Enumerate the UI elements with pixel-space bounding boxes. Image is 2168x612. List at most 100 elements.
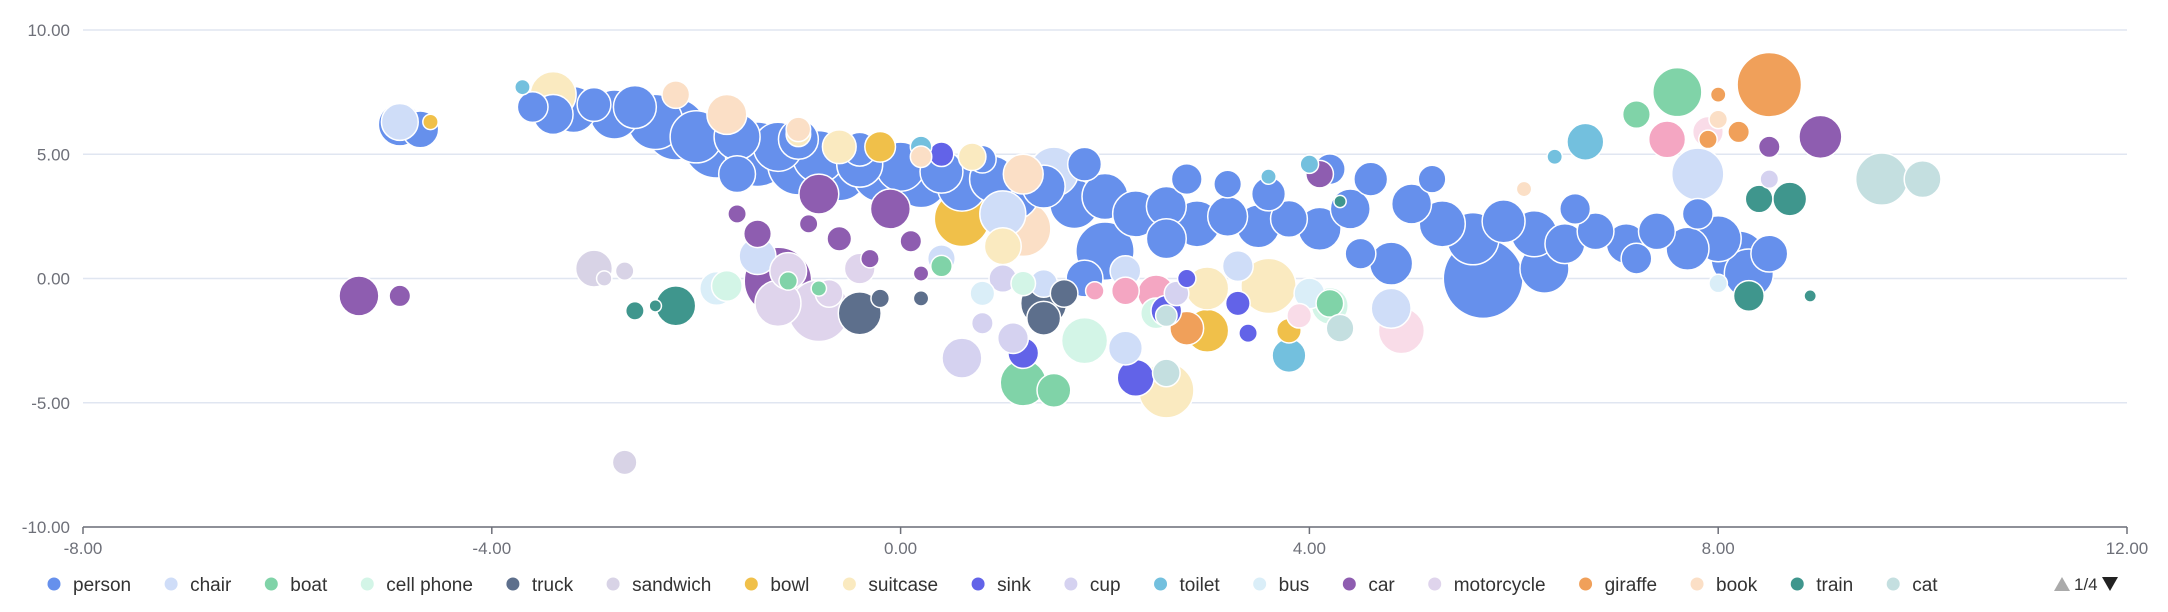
bus-bubble[interactable] [969,280,996,307]
book-bubble[interactable] [1708,109,1729,130]
sandwich-bubble[interactable] [595,270,613,287]
train-bubble[interactable] [1772,181,1808,217]
suitcase-bubble[interactable] [983,227,1022,266]
truck-bubble[interactable] [912,289,930,307]
car-bubble[interactable] [1757,135,1781,159]
legend-item-cat[interactable]: cat [1886,575,1939,596]
toilet-bubble[interactable] [514,78,531,96]
cat-bubble[interactable] [1154,304,1178,328]
bus-bubble[interactable] [1708,273,1729,294]
book-bubble[interactable] [909,145,933,169]
cup-bubble[interactable] [970,311,994,335]
toilet-bubble[interactable] [1546,148,1564,166]
car-bubble[interactable] [798,173,840,215]
cell-phone-bubble[interactable] [710,269,743,303]
car-bubble[interactable] [727,203,748,224]
toilet-bubble[interactable] [1299,154,1320,175]
car-bubble[interactable] [912,265,930,282]
person-bubble[interactable] [1665,226,1710,271]
legend-item-sink[interactable]: sink [971,575,1032,596]
cat-bubble[interactable] [1151,358,1181,388]
cell-phone-bubble[interactable] [1010,270,1037,297]
car-bubble[interactable] [869,188,912,230]
legend-item-person[interactable]: person [47,575,132,596]
train-bubble[interactable] [1333,194,1347,209]
legend-item-cell-phone[interactable]: cell phone [360,575,473,596]
cup-bubble[interactable] [941,337,983,379]
unlabeled-bubble[interactable] [1110,276,1140,306]
person-bubble[interactable] [1066,146,1103,182]
boat-bubble[interactable] [1621,99,1651,130]
person-bubble[interactable] [1681,197,1714,230]
chair-bubble[interactable] [1370,287,1412,329]
person-bubble[interactable] [1620,242,1653,275]
car-bubble[interactable] [338,275,380,317]
book-bubble[interactable] [706,93,748,136]
giraffe-bubble[interactable] [1698,129,1718,150]
car-bubble[interactable] [388,284,412,308]
legend-item-motorcycle[interactable]: motorcycle [1428,575,1546,596]
person-bubble[interactable] [1145,218,1187,260]
person-bubble[interactable] [1637,212,1677,251]
unlabeled-bubble[interactable] [1084,280,1105,301]
bowl-bubble[interactable] [864,130,897,163]
bowl-bubble[interactable] [422,113,439,131]
legend-item-truck[interactable]: truck [506,575,574,596]
car-bubble[interactable] [826,225,853,252]
sink-bubble[interactable] [1224,290,1251,317]
person-bubble[interactable] [1353,161,1389,197]
car-bubble[interactable] [859,248,880,269]
train-bubble[interactable] [648,298,663,313]
person-bubble[interactable] [1559,192,1592,225]
person-bubble[interactable] [1344,237,1377,270]
legend-item-car[interactable]: car [1342,575,1396,596]
boat-bubble[interactable] [1036,372,1072,408]
person-bubble[interactable] [1269,199,1309,239]
boat-bubble[interactable] [1315,288,1345,318]
chair-bubble[interactable] [1221,249,1254,283]
train-bubble[interactable] [1803,289,1818,303]
person-bubble[interactable] [1390,183,1433,225]
legend-item-book[interactable]: book [1690,575,1758,596]
toilet-bubble[interactable] [1260,168,1277,186]
sandwich-bubble[interactable] [614,261,635,281]
book-bubble[interactable] [1002,153,1044,195]
car-bubble[interactable] [1798,114,1843,160]
boat-bubble[interactable] [778,271,799,291]
truck-bubble[interactable] [1049,278,1079,308]
person-bubble[interactable] [516,90,549,124]
boat-bubble[interactable] [929,254,953,278]
suitcase-bubble[interactable] [821,129,857,165]
legend-item-toilet[interactable]: toilet [1154,575,1220,596]
person-bubble[interactable] [612,84,658,130]
giraffe-bubble[interactable] [1727,120,1751,144]
chair-bubble[interactable] [380,102,419,142]
legend-item-sandwich[interactable]: sandwich [606,575,712,596]
toilet-bubble[interactable] [1566,122,1605,161]
triangle-up-icon[interactable] [2054,577,2070,591]
person-bubble[interactable] [1213,169,1243,199]
sandwich-bubble[interactable] [611,449,638,476]
person-bubble[interactable] [1576,212,1615,251]
truck-bubble[interactable] [837,291,882,336]
book-bubble[interactable] [785,116,812,143]
cat-bubble[interactable] [1903,159,1942,199]
giraffe-bubble[interactable] [1736,51,1803,118]
legend-item-train[interactable]: train [1790,575,1853,596]
unlabeled-bubble[interactable] [1647,120,1687,159]
cat-bubble[interactable] [1854,152,1909,206]
legend-item-suitcase[interactable]: suitcase [842,575,938,596]
suitcase-bubble[interactable] [957,142,987,172]
book-bubble[interactable] [1515,180,1533,198]
cat-bubble[interactable] [1325,313,1355,343]
train-bubble[interactable] [1744,184,1774,214]
legend-item-bus[interactable]: bus [1253,575,1309,596]
person-bubble[interactable] [1417,164,1447,194]
book-bubble[interactable] [661,80,691,110]
person-bubble[interactable] [1418,200,1467,248]
cell-phone-bubble[interactable] [1060,316,1109,365]
chair-bubble[interactable] [1107,330,1144,366]
person-bubble[interactable] [1750,234,1789,273]
car-bubble[interactable] [742,219,773,249]
cup-bubble[interactable] [1759,169,1780,190]
